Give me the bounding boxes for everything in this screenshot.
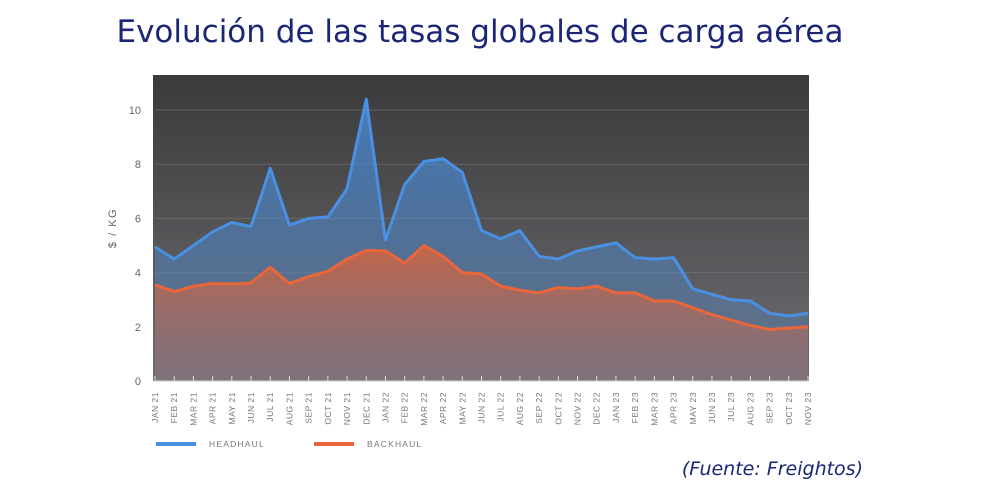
x-tick-label: FEB 21 xyxy=(169,392,179,423)
x-tick-label: MAR 21 xyxy=(188,392,198,426)
y-tick-label: 8 xyxy=(135,159,141,171)
x-tick-label: MAY 23 xyxy=(688,392,698,424)
x-tick-label: JUN 21 xyxy=(246,392,256,423)
x-tick-label: NOV 23 xyxy=(803,392,813,425)
legend-label-headhaul: HEADHAUL xyxy=(209,439,265,449)
x-tick-label: OCT 21 xyxy=(323,392,333,425)
x-tick-label: MAY 21 xyxy=(227,392,237,424)
x-tick-label: NOV 22 xyxy=(573,392,583,425)
x-tick-label: APR 21 xyxy=(208,392,218,424)
x-tick-label: SEP 23 xyxy=(765,392,775,424)
y-tick-label: 4 xyxy=(135,268,141,280)
y-tick-label: 6 xyxy=(135,213,141,225)
x-tick-label: MAY 22 xyxy=(457,392,467,424)
x-tick-label: JAN 21 xyxy=(150,392,160,423)
legend-label-backhaul: BACKHAUL xyxy=(367,439,422,449)
x-tick-label: JUN 23 xyxy=(707,392,717,423)
x-tick-label: FEB 23 xyxy=(630,392,640,423)
x-tick-label: FEB 22 xyxy=(400,392,410,423)
x-tick-label: AUG 22 xyxy=(515,392,525,425)
y-tick-label: 10 xyxy=(129,105,141,117)
x-tick-label: APR 22 xyxy=(438,392,448,424)
x-tick-label: OCT 22 xyxy=(553,392,563,425)
x-tick-label: JUL 23 xyxy=(726,392,736,422)
y-axis-label: $ / KG xyxy=(107,208,119,248)
x-tick-label: DEC 21 xyxy=(361,392,371,425)
y-tick-label: 0 xyxy=(135,376,141,388)
x-tick-label: APR 23 xyxy=(669,392,679,424)
x-tick-label: MAR 23 xyxy=(649,392,659,426)
source-note: (Fuente: Freightos) xyxy=(681,458,863,480)
x-tick-label: DEC 22 xyxy=(592,392,602,425)
y-tick-label: 2 xyxy=(135,322,141,334)
x-tick-label: JUL 22 xyxy=(496,392,506,422)
x-tick-label: OCT 23 xyxy=(784,392,794,425)
x-tick-label: NOV 21 xyxy=(342,392,352,425)
x-tick-label: JUL 21 xyxy=(265,392,275,422)
x-tick-label: MAR 22 xyxy=(419,392,429,426)
x-tick-label: SEP 22 xyxy=(534,392,544,424)
x-tick-label: AUG 23 xyxy=(745,392,755,425)
x-tick-label: JAN 22 xyxy=(380,392,390,423)
x-tick-label: SEP 21 xyxy=(304,392,314,424)
x-tick-label: JUN 22 xyxy=(477,392,487,423)
area-backhaul xyxy=(155,245,808,381)
x-tick-label: JAN 23 xyxy=(611,392,621,423)
x-tick-label: AUG 21 xyxy=(284,392,294,425)
chart-title: Evolución de las tasas globales de carga… xyxy=(116,14,844,50)
